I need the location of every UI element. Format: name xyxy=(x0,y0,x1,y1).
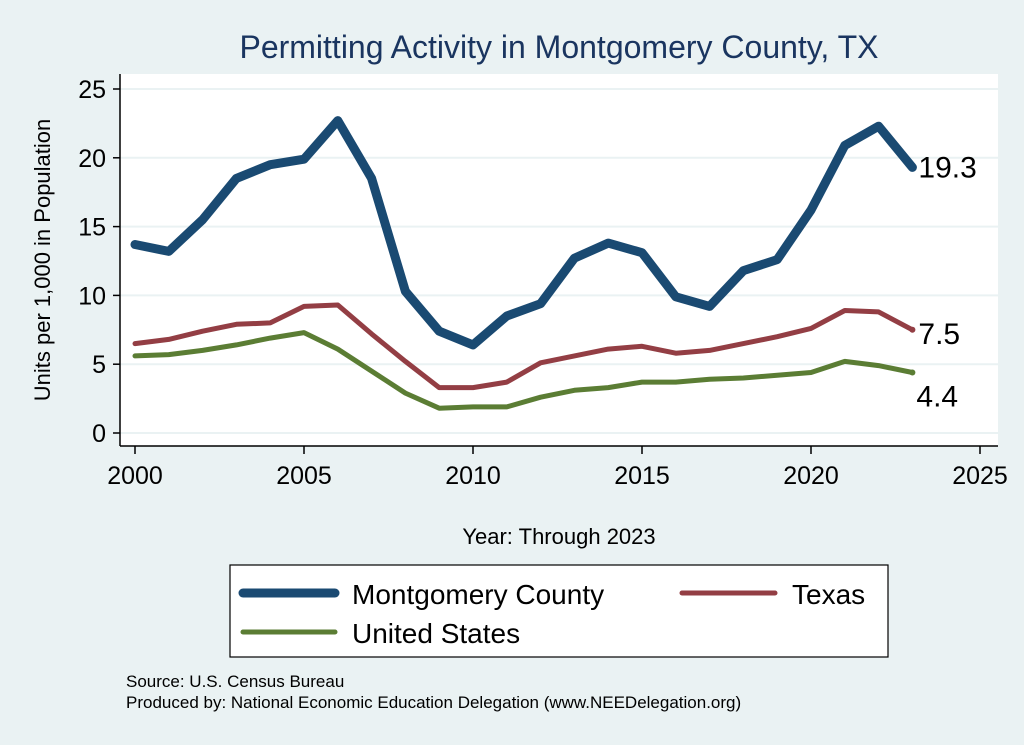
source-note: Source: U.S. Census Bureau xyxy=(126,672,344,691)
x-tick-label-2025: 2025 xyxy=(952,462,1008,490)
chart-title: Permitting Activity in Montgomery County… xyxy=(239,29,878,65)
end-labels: 19.3 7.5 4.4 xyxy=(916,151,976,413)
x-tick-label-2000: 2000 xyxy=(107,462,163,490)
end-point-united-states xyxy=(909,369,916,376)
end-label-texas: 7.5 xyxy=(918,318,960,351)
series-lines xyxy=(130,116,917,411)
legend-label-texas: Texas xyxy=(792,579,865,610)
x-tick-label-2015: 2015 xyxy=(614,462,670,490)
y-axis-title: Units per 1,000 in Population xyxy=(30,119,55,402)
end-label-united-states: 4.4 xyxy=(916,380,958,413)
x-axis-ticks: 2000 2005 2010 2015 2020 2025 xyxy=(107,446,1008,490)
series-line-texas xyxy=(132,302,915,391)
legend-label-united-states: United States xyxy=(352,618,520,649)
x-tick-label-2020: 2020 xyxy=(783,462,839,490)
y-tick-label-25: 25 xyxy=(78,76,106,104)
producer-note: Produced by: National Economic Education… xyxy=(126,693,741,712)
x-tick-label-2010: 2010 xyxy=(445,462,501,490)
plot-area xyxy=(120,74,998,446)
x-axis-title: Year: Through 2023 xyxy=(462,524,655,549)
series-line-united-states xyxy=(132,330,915,411)
legend: Montgomery County Texas United States xyxy=(229,564,889,658)
y-tick-label-10: 10 xyxy=(78,282,106,310)
end-point-texas xyxy=(909,326,916,333)
series-line-montgomery-county xyxy=(130,116,917,350)
y-axis-ticks: 0 5 10 15 20 25 xyxy=(78,76,120,448)
end-point-montgomery-county xyxy=(909,164,916,171)
y-tick-label-0: 0 xyxy=(92,420,106,448)
legend-label-montgomery-county: Montgomery County xyxy=(352,579,604,610)
end-label-montgomery-county: 19.3 xyxy=(918,151,976,184)
y-tick-label-5: 5 xyxy=(92,351,106,379)
y-tick-label-20: 20 xyxy=(78,145,106,173)
y-tick-label-15: 15 xyxy=(78,214,106,242)
legend-box xyxy=(229,564,889,658)
gridlines xyxy=(120,88,998,434)
x-tick-label-2005: 2005 xyxy=(276,462,332,490)
